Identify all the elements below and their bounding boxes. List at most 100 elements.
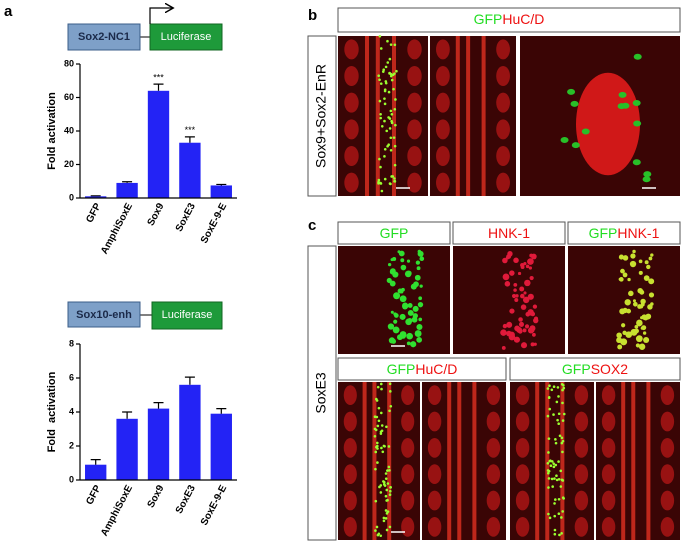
cell [529,254,533,258]
cell [553,515,556,518]
x-tick-label: SoxE-9-E [199,483,229,527]
somite [344,66,358,86]
side-label: Sox9+Sox2-EnR [313,64,329,168]
cell [385,426,388,429]
stripe [466,36,470,196]
cell [418,302,423,307]
cell [634,329,639,334]
cell [392,257,396,261]
cell [554,529,557,532]
cell [393,292,400,299]
y-tick-label: 0 [69,474,74,484]
somite [496,119,510,139]
y-tick-label: 0 [69,192,74,202]
error-bar [216,184,226,185]
cell [393,320,397,324]
cell [416,337,422,343]
cell [645,314,651,320]
cell [520,294,525,299]
promoter-label: Sox2-NC1 [78,31,130,43]
cell [529,266,532,269]
cell [650,302,654,306]
y-tick-label: 2 [69,440,74,450]
cell [386,61,389,64]
cell [407,318,412,323]
cell [547,451,550,454]
cell [547,486,550,489]
somite [516,464,529,484]
cell [616,337,622,343]
cell [379,534,382,537]
bar [116,419,137,480]
cell [387,482,390,485]
cell [383,517,386,520]
somite [496,93,510,113]
cell [416,324,422,330]
cell [547,462,550,465]
cell [375,429,378,432]
cell [389,58,392,61]
cell [389,127,392,130]
somite [344,517,357,537]
micrographs [338,35,680,540]
cell [391,122,394,125]
cell [626,309,631,314]
cell [527,258,534,265]
somite [401,412,414,432]
cell [385,66,388,69]
cell [562,496,565,499]
cell [394,145,397,148]
cell [413,281,419,287]
cell [394,98,397,101]
cell [385,495,388,498]
cell [650,253,653,256]
cell [386,529,389,532]
cell [383,520,386,523]
x-tick-label: SoxE3 [174,201,198,234]
cell [555,442,558,445]
cell [633,302,638,307]
cell [390,110,393,113]
channel-name: HNK-1 [488,225,530,241]
somite [344,146,358,166]
bar [148,409,169,480]
cell [633,159,641,165]
micrograph [338,36,428,196]
cell [532,333,536,337]
x-tick-label: SoxE-9-E [199,201,229,245]
cell [420,285,423,288]
y-tick-label: 80 [64,58,74,68]
cell [558,512,561,515]
error-bar [122,412,132,419]
cell [521,342,527,348]
somite [428,517,441,537]
cell [557,395,560,398]
somite [496,173,510,193]
cell [558,498,561,501]
cell [377,74,380,77]
side-label: SoxE3 [313,372,329,413]
somite [602,385,615,405]
somite [487,517,500,537]
cell [376,526,379,529]
cell [551,478,554,481]
stripe [472,382,476,540]
cell [383,155,386,158]
cell [374,415,377,418]
somite [661,438,674,458]
cell [389,486,392,489]
cell [393,177,396,180]
cell [619,308,625,314]
cell [384,148,387,151]
bar [85,465,106,480]
cell [394,124,397,127]
x-tick-label: AmphiSoxE [99,483,135,538]
somite [516,438,529,458]
cell [393,326,400,333]
cell [557,422,560,425]
stripe [621,382,625,540]
somite [407,173,421,193]
error-bar [185,377,195,385]
cell [391,113,394,116]
cell [402,304,408,310]
